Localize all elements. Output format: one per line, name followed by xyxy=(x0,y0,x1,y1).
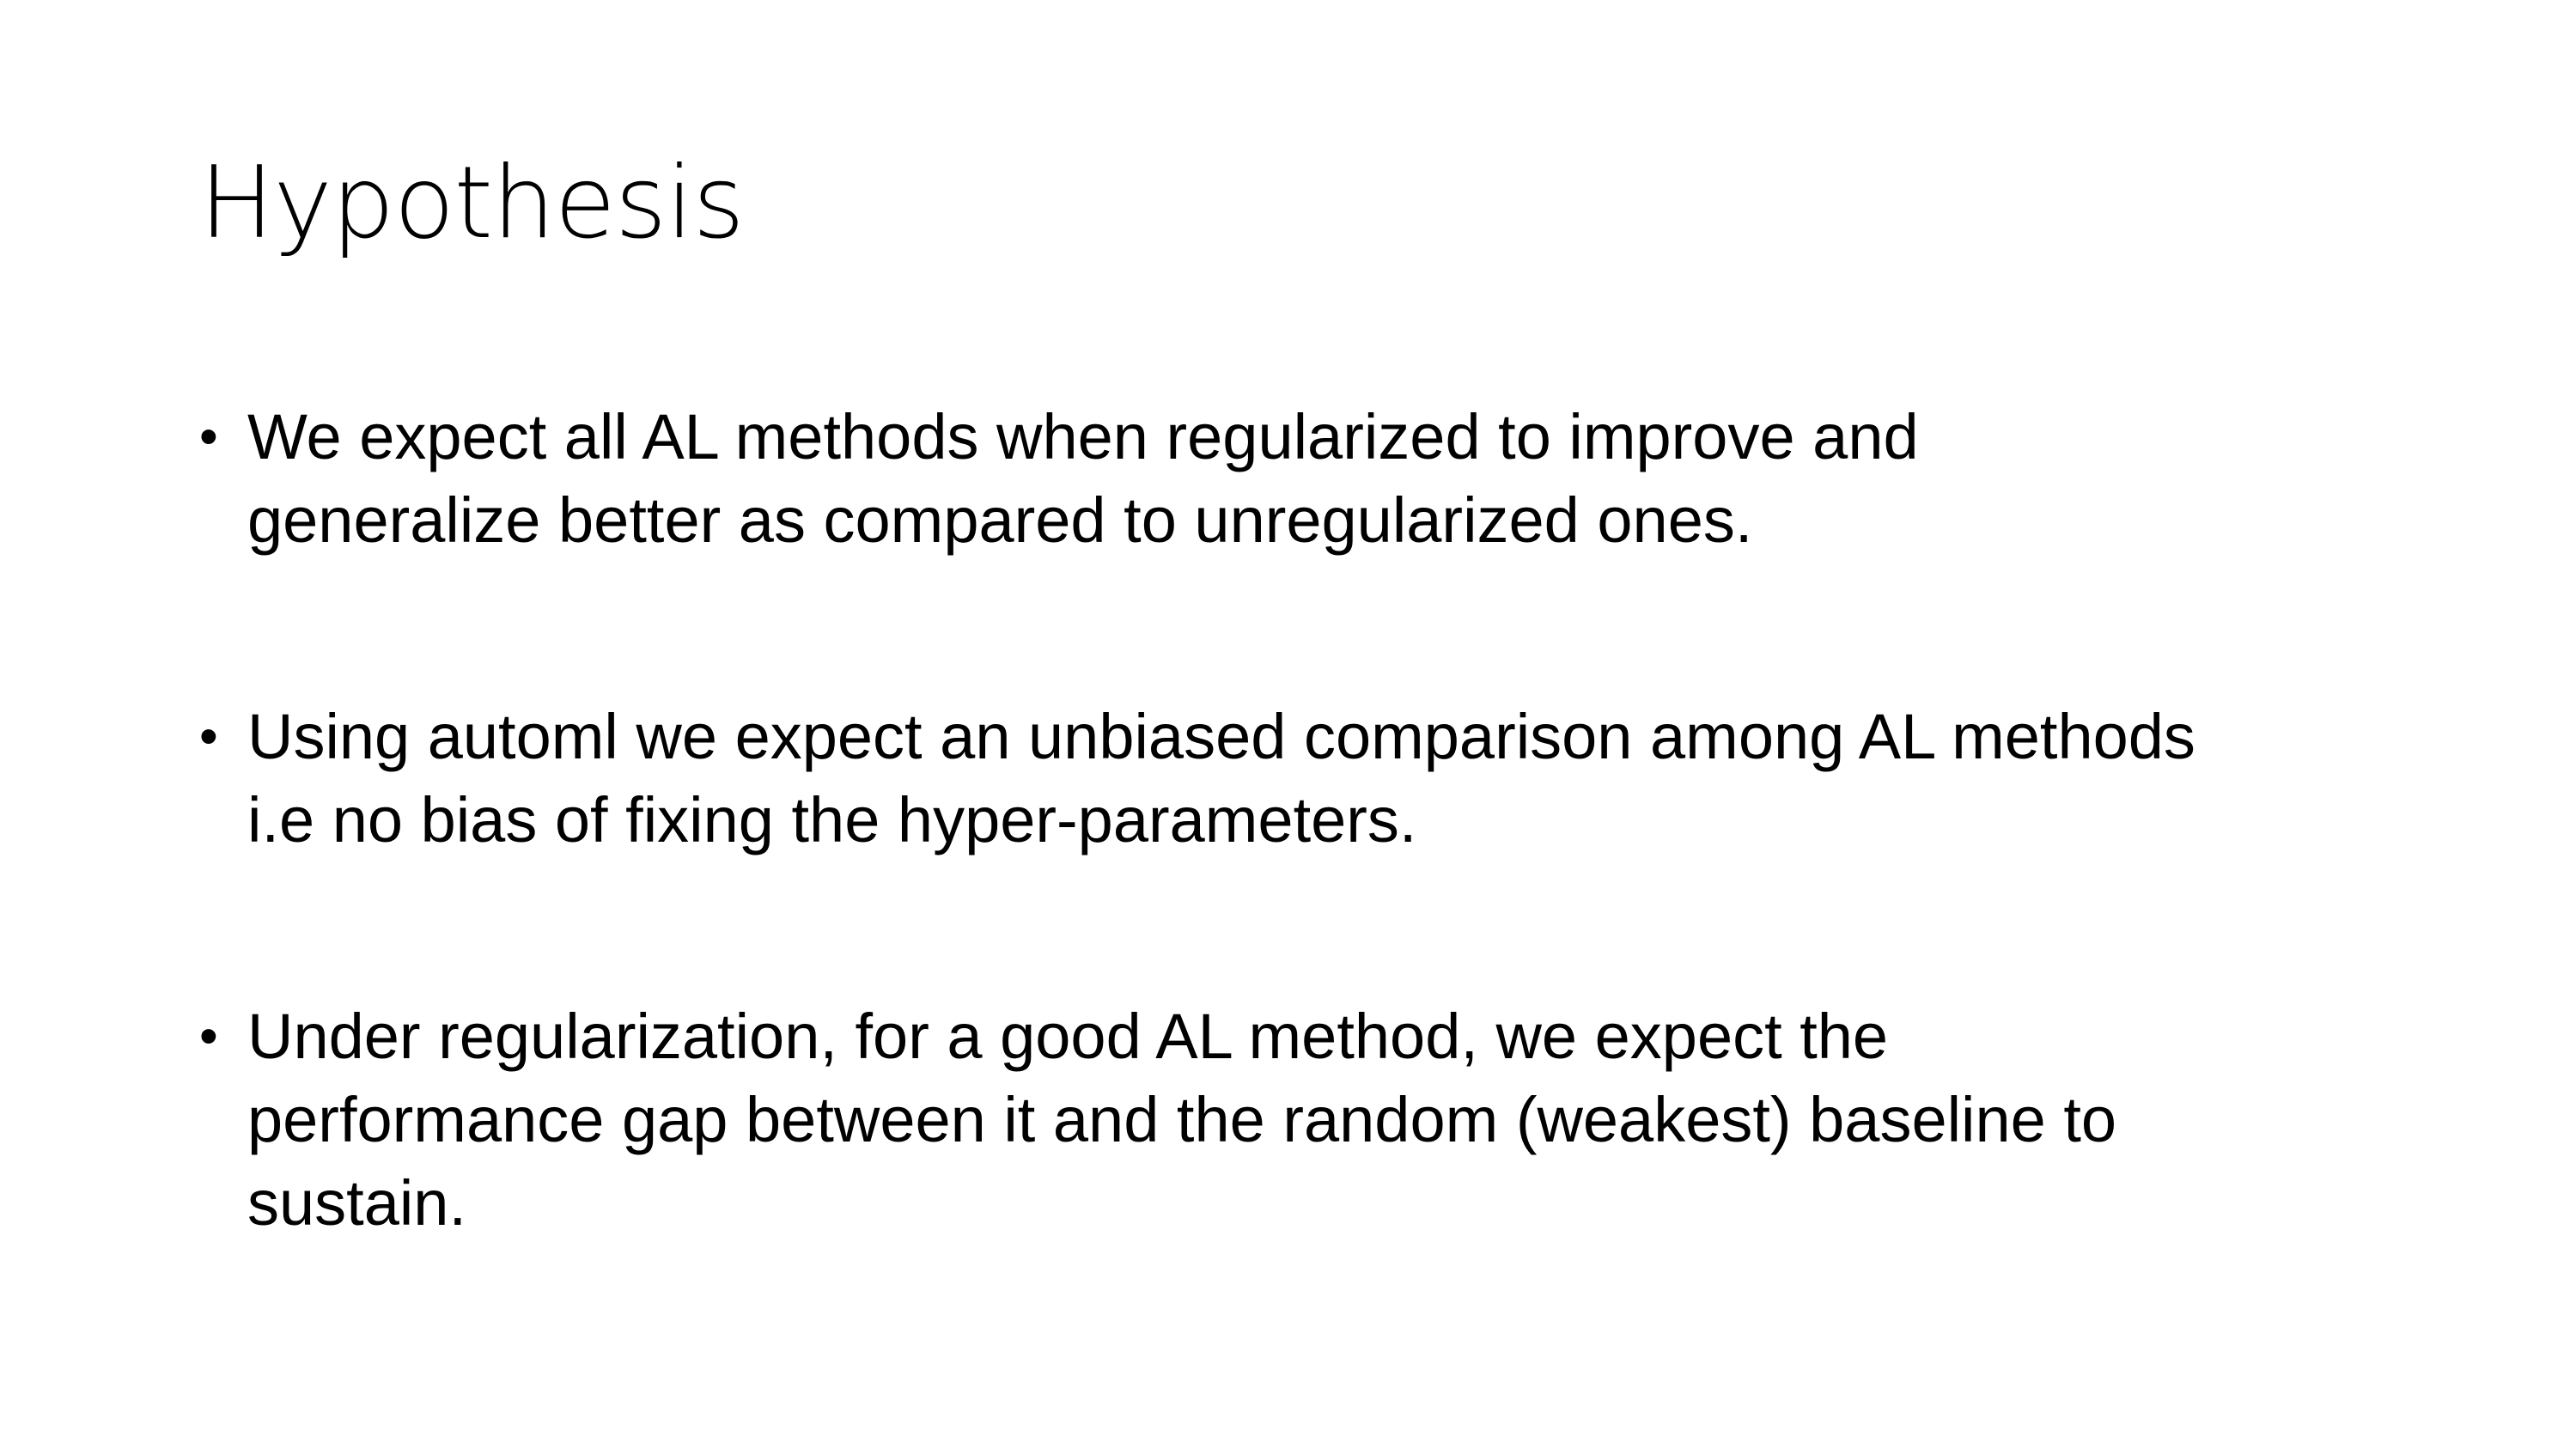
bullet-line: generalize better as compared to unregul… xyxy=(247,484,1753,556)
bullet-line: Under regularization, for a good AL meth… xyxy=(247,1001,1889,1072)
slide-title: Hypothesis xyxy=(199,145,745,261)
bullet-line: We expect all AL methods when regularize… xyxy=(247,401,1919,472)
bullet-line: i.e no bias of fixing the hyper-paramete… xyxy=(247,784,1417,855)
bullet-item: • Using automl we expect an unbiased com… xyxy=(199,695,2398,861)
bullet-line: Using automl we expect an unbiased compa… xyxy=(247,701,2195,772)
bullet-marker: • xyxy=(199,707,218,766)
bullet-line: sustain. xyxy=(247,1167,467,1239)
bullet-list: • We expect all AL methods when regulari… xyxy=(199,395,2398,1245)
bullet-item: • Under regularization, for a good AL me… xyxy=(199,995,2398,1245)
bullet-item: • We expect all AL methods when regulari… xyxy=(199,395,2398,562)
bullet-marker: • xyxy=(199,1007,218,1066)
bullet-line: performance gap between it and the rando… xyxy=(247,1084,2117,1155)
bullet-marker: • xyxy=(199,407,218,466)
